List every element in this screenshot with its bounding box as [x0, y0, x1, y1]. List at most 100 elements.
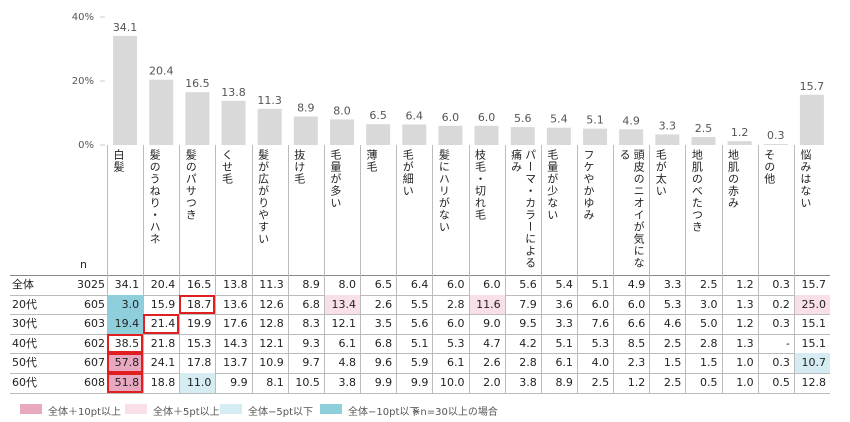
cell: 24.1: [143, 353, 179, 373]
cell: 5.6: [396, 314, 432, 334]
legend-label: 全体＋5pt以上: [153, 407, 220, 418]
rule: [10, 275, 830, 276]
value-label: 6.0: [442, 111, 460, 124]
cell: 3.0: [685, 294, 721, 315]
cell: 17.8: [179, 353, 215, 373]
cell: 11.6: [468, 294, 505, 315]
category-label: 髪が広がりやすい: [256, 149, 270, 245]
bar: [763, 144, 788, 145]
value-label: 6.4: [406, 110, 424, 123]
cell: 9.9: [360, 373, 396, 393]
cell: 1.2: [721, 275, 758, 295]
category-label: フケやかゆみ: [581, 149, 595, 221]
cell: 12.8: [251, 314, 288, 334]
legend-label: 全体−10pt以下: [348, 407, 420, 418]
cell: 0.5: [685, 373, 721, 393]
row-label: 60代: [12, 376, 37, 389]
cell: 15.7: [793, 275, 830, 295]
value-label: 4.9: [622, 114, 640, 127]
cell: 9.6: [360, 353, 396, 373]
cell: 2.8: [685, 333, 721, 354]
cell: 4.0: [576, 353, 613, 373]
cell: 15.1: [793, 314, 830, 334]
legend-label: 全体＋10pt以上: [48, 407, 121, 418]
cell: 10.7: [793, 353, 830, 373]
cell: 4.9: [613, 275, 649, 295]
cell: 5.4: [540, 275, 577, 295]
category-header: [613, 145, 649, 275]
row-label: 50代: [12, 356, 37, 370]
cell: 2.5: [649, 333, 685, 354]
category-header: [468, 145, 505, 275]
value-label: 5.1: [586, 114, 604, 127]
cell: 19.9: [179, 314, 215, 334]
bar: [402, 124, 427, 145]
category-label: 毛量が多い: [328, 149, 342, 209]
bar: [583, 128, 608, 145]
category-label: 地肌のべたつき: [690, 149, 704, 233]
row-rule: [10, 373, 830, 374]
cell: 5.6: [504, 275, 541, 295]
bar: [727, 141, 752, 145]
cell: 4.8: [323, 353, 360, 373]
cell: 3.6: [540, 294, 577, 315]
category-label: 地肌の赤み: [726, 149, 740, 209]
cell: 13.6: [215, 294, 251, 315]
category-header: [540, 145, 577, 275]
cell: 6.0: [432, 275, 468, 295]
cell: 9.9: [215, 373, 251, 393]
cell: 3.0: [107, 294, 144, 315]
cell: 8.9: [540, 373, 577, 393]
n-cell: 608: [84, 376, 105, 389]
cell: 13.7: [215, 353, 251, 373]
bar: [619, 129, 644, 145]
category-header: [215, 145, 251, 275]
bar: [799, 94, 824, 145]
row-rule: [10, 353, 830, 355]
row-rule: [10, 392, 830, 394]
cell: 5.9: [396, 353, 432, 373]
cell: 21.4: [143, 314, 180, 334]
cell: 9.5: [504, 314, 541, 334]
value-label: 11.3: [257, 94, 282, 107]
bar: [366, 124, 391, 145]
category-label: 悩みはない: [798, 149, 812, 209]
bar: [474, 125, 499, 145]
cell: 1.3: [721, 294, 758, 315]
cell: 15.9: [143, 294, 179, 315]
cell: 16.5: [179, 275, 215, 295]
cell: 6.6: [613, 314, 649, 334]
cell: 6.1: [540, 353, 577, 373]
value-label: 20.4: [149, 65, 174, 78]
cell: 4.6: [649, 314, 685, 334]
cell: 5.1: [576, 275, 613, 295]
row-label: 40代: [12, 336, 37, 350]
bar: [691, 137, 716, 145]
category-header: [323, 145, 360, 275]
bar: [655, 134, 680, 145]
cell: 6.1: [323, 333, 360, 354]
cell: 9.0: [468, 314, 505, 334]
bar: [221, 100, 246, 145]
cell: 0.3: [757, 314, 794, 334]
cell: 3.3: [540, 314, 577, 334]
cell: 9.7: [287, 353, 324, 373]
cell: 15.1: [793, 333, 830, 354]
cell: 5.5: [396, 294, 432, 315]
cell: 6.0: [468, 275, 505, 295]
cell: 1.0: [721, 353, 758, 373]
category-label: 白髪: [112, 149, 125, 173]
legend-swatch: [125, 404, 147, 414]
category-header: [649, 145, 685, 275]
cell: 8.1: [251, 373, 288, 393]
cell: 6.8: [287, 294, 324, 315]
cell: 19.4: [107, 314, 144, 334]
cell: 14.3: [215, 333, 251, 354]
cell: 3.8: [504, 373, 541, 393]
category-header: [396, 145, 432, 275]
cell: 6.0: [576, 294, 613, 315]
cell: 8.0: [323, 275, 360, 295]
row-rule: [10, 314, 830, 316]
cell: 4.2: [504, 333, 541, 354]
